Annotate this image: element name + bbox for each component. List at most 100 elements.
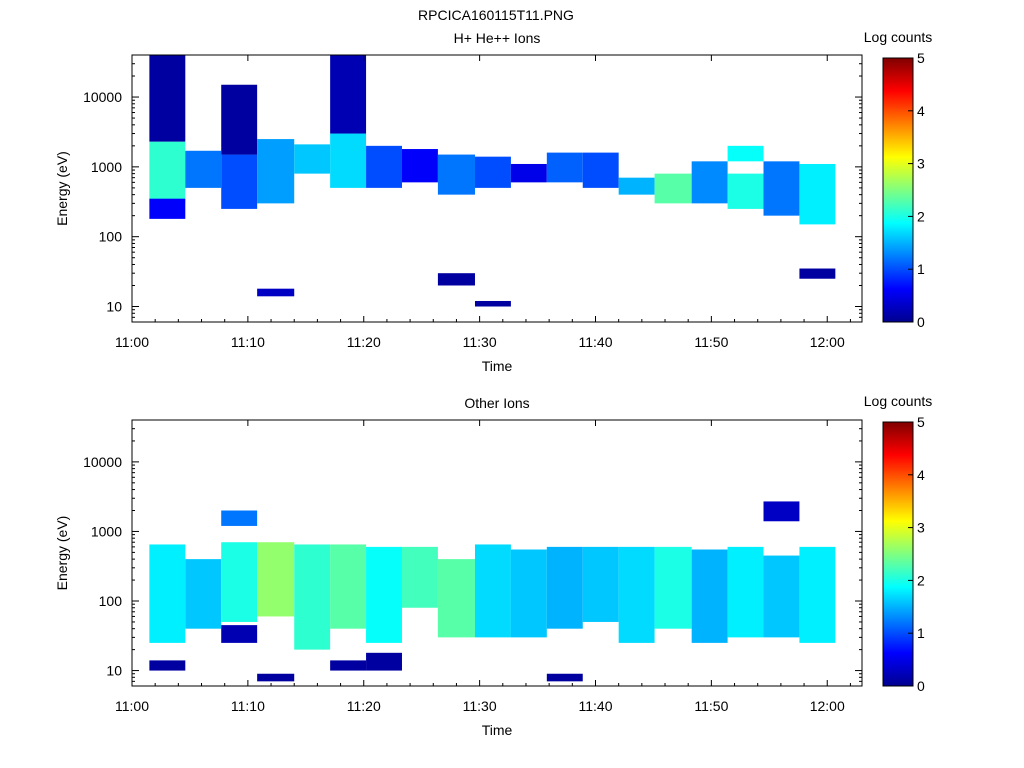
colorbar-label: Log counts — [864, 393, 933, 409]
heatmap-cell — [510, 549, 547, 638]
heatmap-cell — [763, 161, 800, 216]
x-tick-label: 11:50 — [694, 698, 728, 714]
heatmap-cell — [221, 542, 258, 622]
colorbar-tick-label: 3 — [917, 520, 925, 536]
heatmap-cell — [437, 559, 475, 638]
heatmap-cell — [546, 152, 583, 183]
heatmap-cell — [654, 546, 692, 629]
panels-group: 11:00 11:10 11:20 11:30 11:40 11:50 12:0010100… — [54, 29, 932, 738]
heatmap-cell — [654, 173, 692, 204]
x-tick-label: 11:00 — [115, 698, 149, 714]
colorbar-tick-label: 0 — [917, 678, 925, 694]
panel-1: 11:00 11:10 11:20 11:30 11:40 11:50 12:00 10 100… — [54, 29, 932, 374]
x-tick-label: 11:20 — [347, 334, 381, 350]
plot-frame — [131, 54, 863, 323]
x-axis-label: Time — [482, 722, 513, 738]
plot-frame — [131, 419, 863, 687]
heatmap-cell — [221, 510, 258, 526]
heatmap-cell — [474, 156, 511, 188]
heatmap-cell — [401, 546, 438, 608]
heatmap-cell — [294, 544, 331, 650]
heatmap-cell — [185, 559, 222, 629]
heatmap-cell — [221, 625, 258, 643]
heatmap-cell — [799, 268, 836, 279]
colorbar — [882, 421, 914, 687]
heatmap-cell — [437, 154, 475, 195]
x-tick-label: 11:10 — [231, 334, 265, 350]
x-tick-label: 11:30 — [463, 334, 497, 350]
y-tick-label: 1000 — [91, 159, 122, 175]
heatmap-cell — [763, 501, 800, 522]
heatmap-cell — [437, 273, 475, 286]
colorbar-tick-label: 5 — [917, 414, 925, 430]
heatmap-cell — [727, 546, 764, 638]
colorbar-label: Log counts — [864, 29, 933, 45]
heatmap-cell — [691, 161, 728, 204]
heatmap-cells — [149, 501, 836, 682]
heatmap-cell — [474, 300, 511, 307]
y-axis-label: Energy (eV) — [54, 151, 70, 226]
colorbar — [882, 57, 914, 323]
heatmap-cell — [149, 55, 186, 142]
x-tick-label: 11:40 — [578, 698, 612, 714]
x-tick-label: 11:10 — [231, 698, 265, 714]
x-tick-label: 11:50 — [694, 334, 728, 350]
y-tick-label: 10000 — [83, 89, 122, 105]
x-tick-label: 11:00 — [115, 334, 149, 350]
colorbar-tick-label: 2 — [917, 208, 925, 224]
heatmap-cell — [799, 163, 836, 225]
panel-title: Other Ions — [464, 395, 529, 411]
y-tick-label: 10 — [106, 299, 122, 315]
heatmap-cell — [582, 546, 619, 622]
heatmap-cell — [546, 673, 583, 682]
y-tick-label: 1000 — [91, 523, 122, 539]
x-tick-label: 12:00 — [810, 334, 845, 350]
x-axis-label: Time — [482, 358, 513, 374]
x-tick-label: 11:30 — [463, 698, 497, 714]
colorbar-tick-label: 5 — [917, 50, 925, 66]
heatmap-cell — [257, 288, 295, 297]
heatmap-cell — [185, 150, 222, 188]
y-tick-label: 10 — [106, 663, 122, 679]
heatmap-cell — [401, 149, 438, 183]
heatmap-cell — [691, 549, 728, 643]
x-tick-label: 12:00 — [810, 698, 845, 714]
heatmap-cell — [474, 544, 511, 638]
y-axis-label: Energy (eV) — [54, 516, 70, 591]
heatmap-cell — [221, 154, 258, 209]
panel-2: 11:00 11:10 11:20 11:30 11:40 11:50 12:0010100… — [54, 393, 932, 738]
x-tick-label: 11:20 — [347, 698, 381, 714]
x-tick-label: 11:40 — [578, 334, 612, 350]
heatmap-cell — [763, 555, 800, 638]
colorbar-tick-label: 3 — [917, 156, 925, 172]
heatmap-cell — [546, 546, 583, 629]
heatmap-cell — [618, 546, 655, 643]
heatmap-cell — [330, 55, 367, 134]
heatmap-cell — [257, 673, 295, 682]
panel-title: H+ He++ Ions — [454, 30, 541, 46]
heatmap-cell — [727, 173, 764, 209]
heatmap-cell — [149, 660, 186, 671]
heatmap-cell — [330, 133, 367, 188]
colorbar-tick-label: 1 — [917, 625, 925, 641]
heatmap-cell — [330, 544, 367, 629]
heatmap-cell — [149, 198, 186, 219]
y-tick-label: 100 — [99, 593, 123, 609]
heatmap-cell — [149, 544, 186, 643]
heatmap-cell — [149, 141, 186, 204]
heatmap-cell — [366, 546, 402, 643]
colorbar-tick-label: 1 — [917, 261, 925, 277]
heatmap-cell — [582, 152, 619, 188]
heatmap-cell — [330, 660, 367, 671]
heatmap-cell — [294, 144, 331, 174]
heatmap-cell — [727, 145, 764, 162]
heatmap-cells — [149, 55, 836, 307]
colorbar-tick-label: 2 — [917, 572, 925, 588]
heatmap-cell — [366, 145, 402, 188]
colorbar-tick-label: 4 — [917, 467, 925, 483]
heatmap-cell — [618, 177, 655, 195]
heatmap-cell — [510, 163, 547, 183]
figure-title: RPCICA160115T11.PNG — [418, 7, 574, 23]
colorbar-tick-label: 4 — [917, 103, 925, 119]
